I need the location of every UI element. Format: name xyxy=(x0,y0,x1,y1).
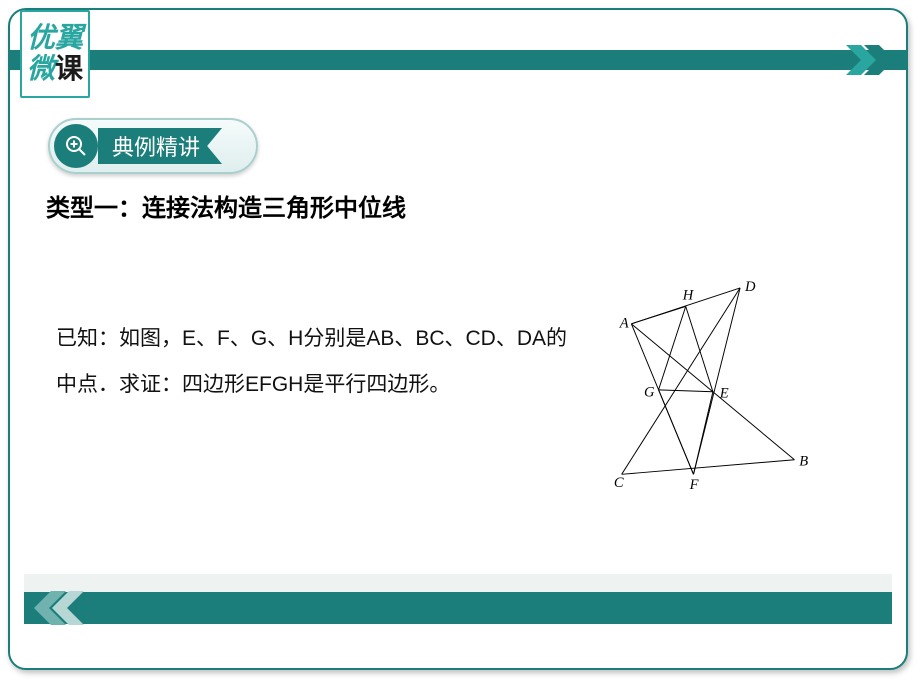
svg-text:B: B xyxy=(799,454,808,470)
problem-text: 已知：如图，E、F、G、H分别是AB、BC、CD、DA的中点．求证：四边形EFG… xyxy=(56,316,576,408)
slide-card: 优翼 微课 典例精讲 类型一：连接法构造三角形中位线 已知：如图，E、F、G、H… xyxy=(8,8,908,670)
magnify-icon xyxy=(54,124,98,168)
bottom-bar xyxy=(24,574,892,644)
svg-text:D: D xyxy=(744,279,756,295)
svg-text:F: F xyxy=(689,477,699,493)
brand-logo: 优翼 微课 xyxy=(20,10,90,98)
svg-text:G: G xyxy=(644,385,655,401)
top-bar-chevrons-icon xyxy=(846,45,906,75)
geometry-figure: A D H G E C F B xyxy=(610,270,810,500)
bottom-chevrons-icon xyxy=(24,588,84,628)
svg-text:C: C xyxy=(614,475,624,491)
top-bar xyxy=(10,50,906,70)
bottom-teal-band xyxy=(24,592,892,624)
page-heading: 类型一：连接法构造三角形中位线 xyxy=(46,188,406,223)
geometry-svg: A D H G E C F B xyxy=(610,270,810,500)
slide-stage: 优翼 微课 典例精讲 类型一：连接法构造三角形中位线 已知：如图，E、F、G、H… xyxy=(0,0,920,690)
section-badge: 典例精讲 xyxy=(48,118,258,174)
brand-line1: 优翼 xyxy=(27,23,83,54)
section-badge-label: 典例精讲 xyxy=(98,128,222,164)
svg-text:A: A xyxy=(619,316,629,332)
brand-line2: 微课 xyxy=(27,54,83,85)
svg-text:E: E xyxy=(719,386,729,402)
svg-text:H: H xyxy=(682,288,695,304)
